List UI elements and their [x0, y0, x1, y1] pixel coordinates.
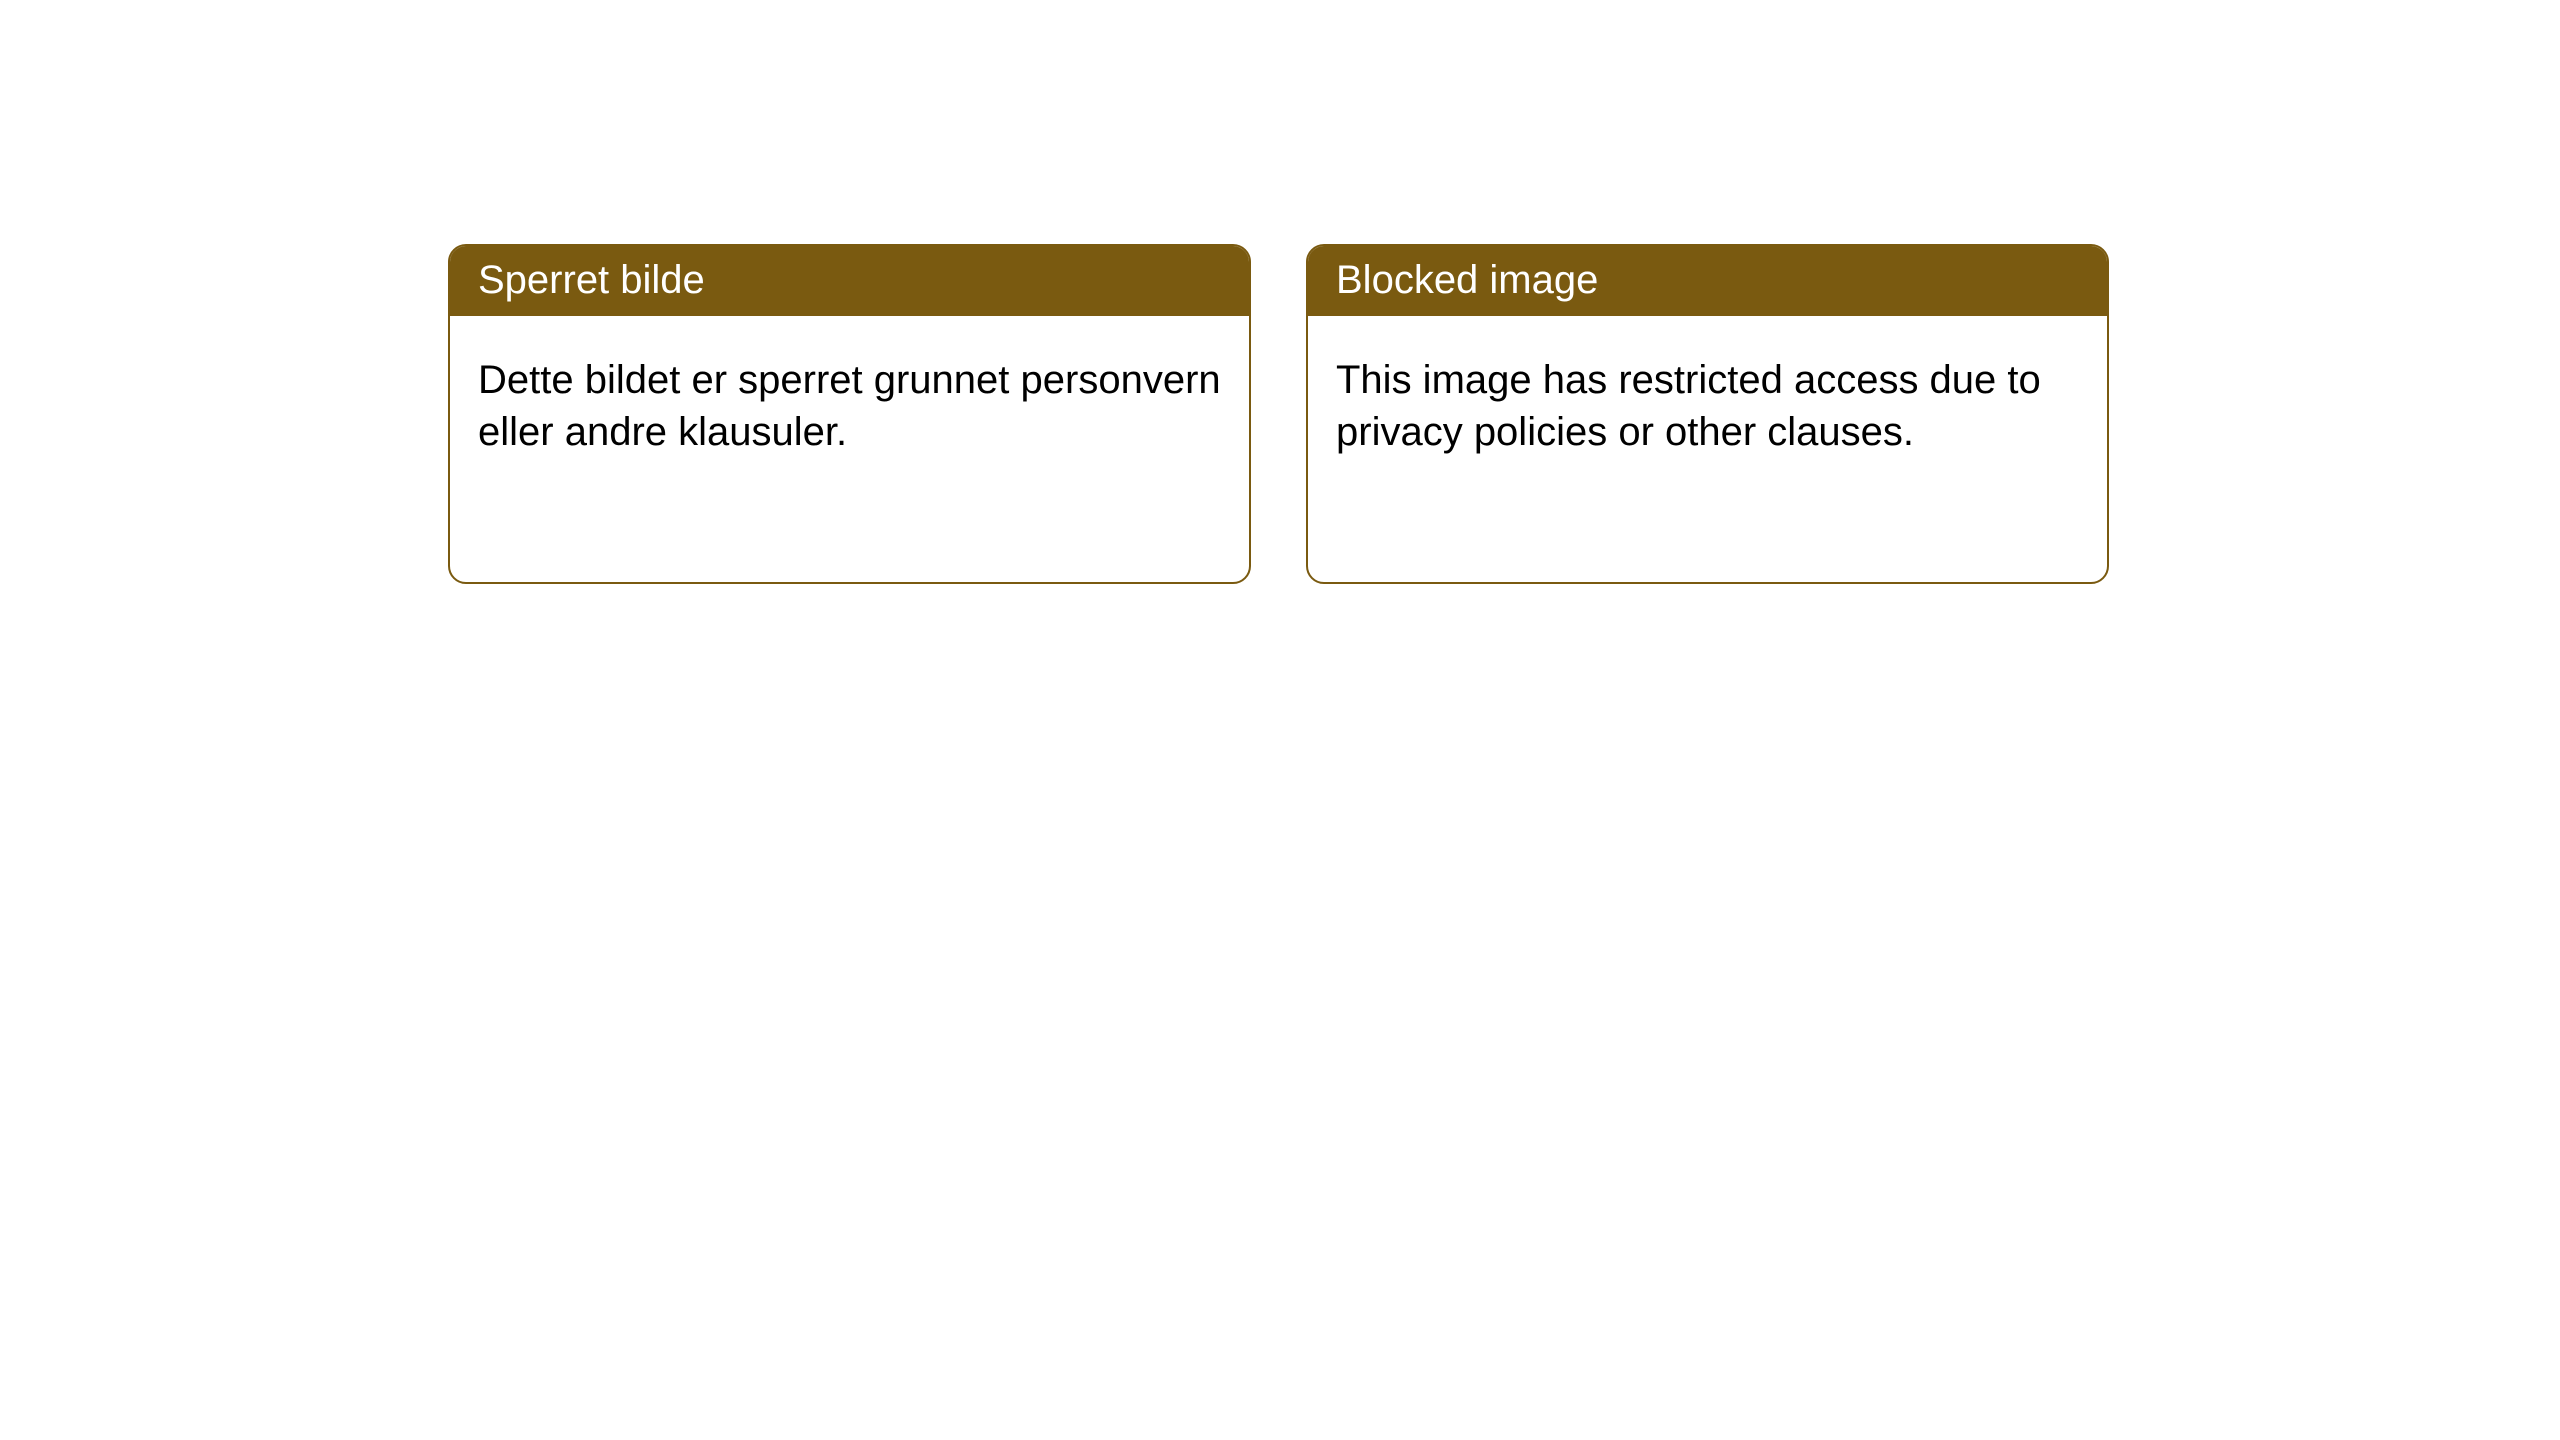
- card-body: This image has restricted access due to …: [1308, 316, 2107, 496]
- card-header: Blocked image: [1308, 246, 2107, 316]
- notice-card-norwegian: Sperret bilde Dette bildet er sperret gr…: [448, 244, 1251, 584]
- notice-cards-container: Sperret bilde Dette bildet er sperret gr…: [448, 244, 2560, 584]
- notice-card-english: Blocked image This image has restricted …: [1306, 244, 2109, 584]
- card-body: Dette bildet er sperret grunnet personve…: [450, 316, 1249, 496]
- card-header: Sperret bilde: [450, 246, 1249, 316]
